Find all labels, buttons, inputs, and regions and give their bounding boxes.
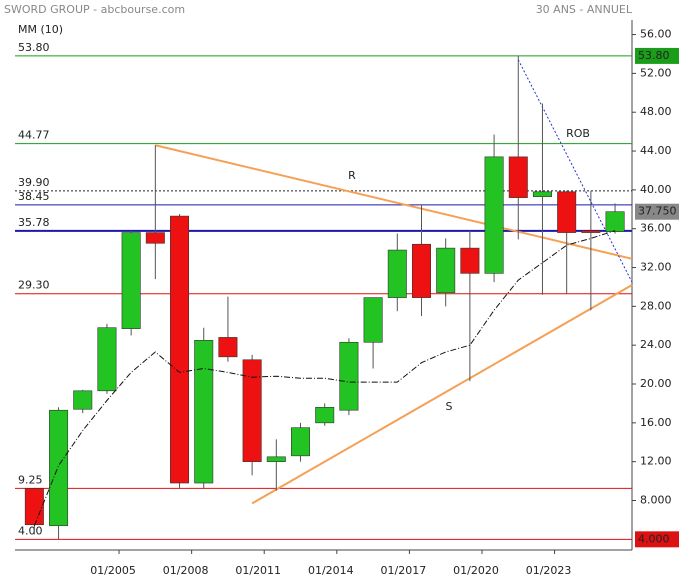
- trend-line: [517, 59, 633, 283]
- y-tick-label: 44.00: [640, 144, 672, 157]
- y-tick-label: 24.00: [640, 338, 672, 351]
- x-tick-label: 01/2017: [381, 564, 427, 577]
- annotation: S: [446, 400, 453, 413]
- candle-body: [605, 211, 625, 232]
- x-tick-label: 01/2005: [90, 564, 136, 577]
- price-tag: [635, 203, 679, 220]
- candle-body: [363, 297, 383, 343]
- candle-body: [218, 337, 238, 358]
- candle-body: [170, 215, 190, 484]
- candle-body: [24, 488, 44, 526]
- y-tick-label: 16.00: [640, 416, 672, 429]
- price-tag-label: 37.750: [638, 205, 677, 218]
- level-label: 9.25: [18, 473, 43, 486]
- x-tick-label: 01/2008: [163, 564, 209, 577]
- level-label: 29.30: [18, 279, 50, 292]
- candle-body: [242, 359, 262, 462]
- trend-line: [155, 144, 633, 260]
- price-tag-label: 4.000: [638, 532, 670, 545]
- level-label: 53.80: [18, 41, 50, 54]
- candle-body: [387, 249, 407, 298]
- period: 30 ANS - ANNUEL: [536, 3, 633, 16]
- indicator-label: MM (10): [18, 23, 63, 36]
- y-tick-label: 32.00: [640, 261, 672, 274]
- candle-body: [97, 327, 117, 392]
- level-label: 38.45: [18, 190, 50, 203]
- candle-body: [411, 243, 431, 298]
- candle-body: [339, 341, 359, 411]
- candle-body: [291, 427, 311, 457]
- candle-body: [315, 407, 335, 424]
- price-tag: [635, 47, 679, 64]
- y-tick-label: 48.00: [640, 105, 672, 118]
- y-tick-label: 20.00: [640, 377, 672, 390]
- candle-body: [460, 247, 480, 274]
- level-label: 44.77: [18, 129, 50, 142]
- candle-body: [532, 191, 552, 197]
- x-tick-label: 01/2011: [235, 564, 281, 577]
- level-label: 39.90: [18, 176, 50, 189]
- x-tick-label: 01/2014: [308, 564, 354, 577]
- y-tick-label: 56.00: [640, 28, 672, 41]
- candle-body: [436, 247, 456, 294]
- x-tick-label: 01/2020: [453, 564, 499, 577]
- moving-average: [33, 230, 616, 526]
- candle-body: [145, 232, 165, 244]
- candle-body: [557, 191, 577, 233]
- annotation: ROB: [566, 127, 590, 140]
- y-tick-label: 28.00: [640, 299, 672, 312]
- level-label: 4.00: [18, 524, 43, 537]
- candle-body: [73, 390, 93, 410]
- y-tick-label: 40.00: [640, 183, 672, 196]
- trend-line: [251, 284, 633, 505]
- annotation: R: [348, 169, 356, 182]
- candle-body: [266, 456, 286, 462]
- candle-body: [194, 340, 214, 484]
- candle-body: [49, 409, 69, 527]
- price-tag-label: 53.80: [638, 49, 670, 62]
- y-tick-label: 8.000: [640, 493, 672, 506]
- candle-body: [484, 156, 504, 274]
- source: SWORD GROUP - abcbourse.com: [4, 3, 185, 16]
- y-tick-label: 12.00: [640, 455, 672, 468]
- price-tag: [635, 531, 679, 548]
- y-tick-label: 52.00: [640, 66, 672, 79]
- level-label: 35.78: [18, 216, 50, 229]
- candle-body: [121, 232, 141, 329]
- candle-body: [581, 230, 601, 233]
- candle-body: [508, 156, 528, 198]
- x-tick-label: 01/2023: [526, 564, 572, 577]
- y-tick-label: 36.00: [640, 222, 672, 235]
